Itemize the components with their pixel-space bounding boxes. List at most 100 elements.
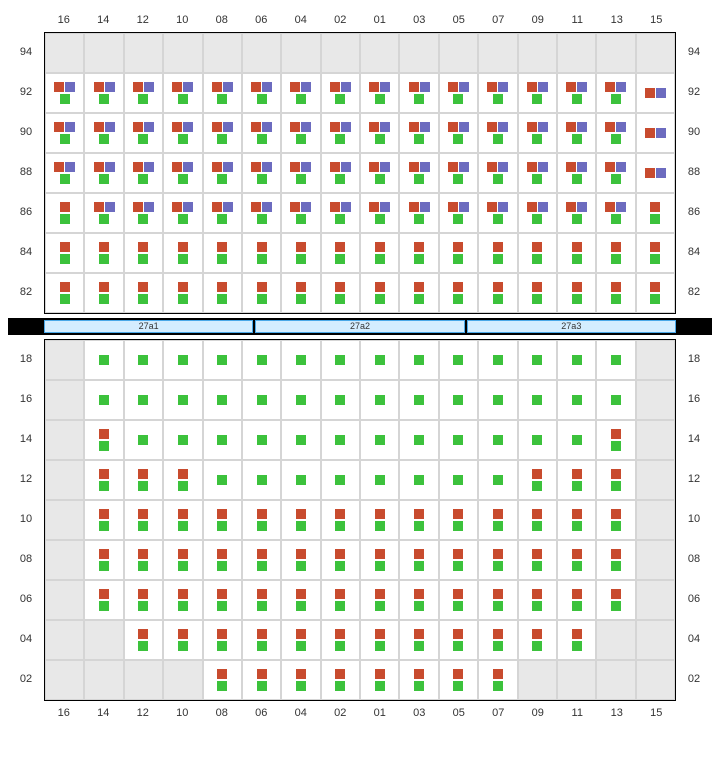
seat-cell[interactable] xyxy=(518,380,557,420)
seat-cell[interactable] xyxy=(84,540,123,580)
seat-cell[interactable] xyxy=(281,193,320,233)
seat-cell[interactable] xyxy=(242,380,281,420)
seat-cell[interactable] xyxy=(557,233,596,273)
seat-cell[interactable] xyxy=(163,233,202,273)
seat-cell[interactable] xyxy=(84,340,123,380)
seat-cell[interactable] xyxy=(399,580,438,620)
seat-cell[interactable] xyxy=(557,73,596,113)
seat-cell[interactable] xyxy=(124,193,163,233)
seat-cell[interactable] xyxy=(281,660,320,700)
seat-cell[interactable] xyxy=(518,233,557,273)
seat-cell[interactable] xyxy=(596,153,635,193)
seat-cell[interactable] xyxy=(596,540,635,580)
seat-cell[interactable] xyxy=(518,73,557,113)
seat-cell[interactable] xyxy=(84,153,123,193)
seat-cell[interactable] xyxy=(281,380,320,420)
seat-cell[interactable] xyxy=(478,500,517,540)
seat-cell[interactable] xyxy=(124,380,163,420)
seat-cell[interactable] xyxy=(84,113,123,153)
seat-cell[interactable] xyxy=(360,580,399,620)
seat-cell[interactable] xyxy=(124,340,163,380)
seat-cell[interactable] xyxy=(124,273,163,313)
seat-cell[interactable] xyxy=(439,113,478,153)
seat-cell[interactable] xyxy=(360,113,399,153)
seat-cell[interactable] xyxy=(124,620,163,660)
seat-cell[interactable] xyxy=(281,540,320,580)
seat-cell[interactable] xyxy=(596,340,635,380)
seat-cell[interactable] xyxy=(321,500,360,540)
seat-cell[interactable] xyxy=(557,620,596,660)
seat-cell[interactable] xyxy=(281,113,320,153)
seat-cell[interactable] xyxy=(439,500,478,540)
seat-cell[interactable] xyxy=(242,340,281,380)
seat-cell[interactable] xyxy=(321,460,360,500)
seat-cell[interactable] xyxy=(163,420,202,460)
seat-cell[interactable] xyxy=(478,153,517,193)
seat-cell[interactable] xyxy=(45,193,84,233)
seat-cell[interactable] xyxy=(360,273,399,313)
seat-cell[interactable] xyxy=(557,113,596,153)
seat-cell[interactable] xyxy=(360,233,399,273)
seat-cell[interactable] xyxy=(399,73,438,113)
seat-cell[interactable] xyxy=(596,233,635,273)
seat-cell[interactable] xyxy=(163,340,202,380)
seat-cell[interactable] xyxy=(596,273,635,313)
seat-cell[interactable] xyxy=(478,580,517,620)
seat-cell[interactable] xyxy=(557,460,596,500)
seat-cell[interactable] xyxy=(360,660,399,700)
seat-cell[interactable] xyxy=(518,153,557,193)
seat-cell[interactable] xyxy=(242,193,281,233)
seat-cell[interactable] xyxy=(203,380,242,420)
seat-cell[interactable] xyxy=(203,113,242,153)
seat-cell[interactable] xyxy=(399,420,438,460)
seat-cell[interactable] xyxy=(399,340,438,380)
seat-cell[interactable] xyxy=(596,420,635,460)
seat-cell[interactable] xyxy=(163,540,202,580)
seat-cell[interactable] xyxy=(557,153,596,193)
seat-cell[interactable] xyxy=(360,540,399,580)
seat-cell[interactable] xyxy=(203,153,242,193)
seat-cell[interactable] xyxy=(478,380,517,420)
seat-cell[interactable] xyxy=(399,660,438,700)
seat-cell[interactable] xyxy=(281,233,320,273)
seat-cell[interactable] xyxy=(242,153,281,193)
seat-cell[interactable] xyxy=(478,420,517,460)
seat-cell[interactable] xyxy=(124,500,163,540)
seat-cell[interactable] xyxy=(596,500,635,540)
seat-cell[interactable] xyxy=(203,193,242,233)
seat-cell[interactable] xyxy=(281,153,320,193)
seat-cell[interactable] xyxy=(203,620,242,660)
seat-cell[interactable] xyxy=(557,193,596,233)
seat-cell[interactable] xyxy=(45,113,84,153)
seat-cell[interactable] xyxy=(596,580,635,620)
seat-cell[interactable] xyxy=(478,620,517,660)
seat-cell[interactable] xyxy=(163,193,202,233)
seat-cell[interactable] xyxy=(163,500,202,540)
seat-cell[interactable] xyxy=(360,380,399,420)
seat-cell[interactable] xyxy=(84,233,123,273)
seat-cell[interactable] xyxy=(557,500,596,540)
seat-cell[interactable] xyxy=(203,73,242,113)
seat-cell[interactable] xyxy=(478,273,517,313)
seat-cell[interactable] xyxy=(84,193,123,233)
seat-cell[interactable] xyxy=(439,193,478,233)
seat-cell[interactable] xyxy=(360,193,399,233)
seat-cell[interactable] xyxy=(478,540,517,580)
seat-cell[interactable] xyxy=(399,540,438,580)
seat-cell[interactable] xyxy=(439,540,478,580)
seat-cell[interactable] xyxy=(360,420,399,460)
seat-cell[interactable] xyxy=(124,73,163,113)
seat-cell[interactable] xyxy=(281,420,320,460)
seat-cell[interactable] xyxy=(636,233,675,273)
seat-cell[interactable] xyxy=(242,580,281,620)
seat-cell[interactable] xyxy=(242,420,281,460)
seat-cell[interactable] xyxy=(124,580,163,620)
seat-cell[interactable] xyxy=(321,340,360,380)
seat-cell[interactable] xyxy=(281,460,320,500)
seat-cell[interactable] xyxy=(281,73,320,113)
seat-cell[interactable] xyxy=(636,273,675,313)
seat-cell[interactable] xyxy=(84,73,123,113)
seat-cell[interactable] xyxy=(439,380,478,420)
seat-cell[interactable] xyxy=(242,113,281,153)
seat-cell[interactable] xyxy=(281,620,320,660)
